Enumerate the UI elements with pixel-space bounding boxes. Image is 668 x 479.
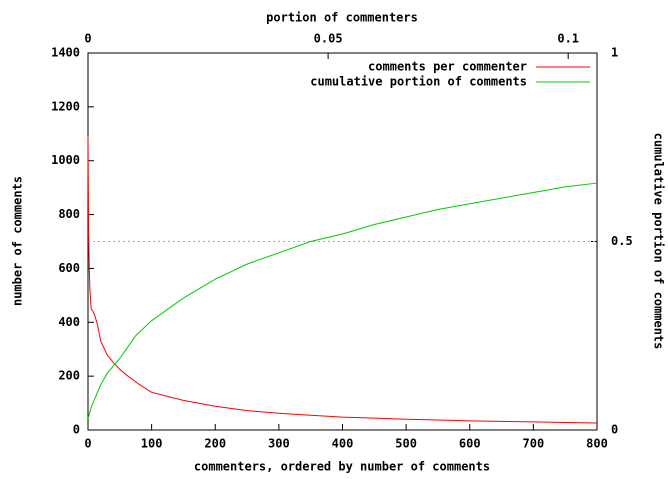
x-tick-label: 500 [395,437,417,451]
x2-tick-label: 0.05 [314,32,343,46]
y-label: number of comments [11,176,25,306]
x-tick-label: 800 [586,437,608,451]
y-tick-label: 400 [58,315,80,329]
x2-label: portion of commenters [266,11,418,25]
y-tick-label: 800 [58,207,80,221]
y-tick-label: 200 [58,369,80,383]
x-tick-label: 700 [523,437,545,451]
y2-tick-label: 0.5 [611,234,633,248]
x2-tick-label: 0 [84,32,91,46]
x-tick-label: 100 [141,437,163,451]
y-tick-label: 600 [58,261,80,275]
x-tick-label: 200 [204,437,226,451]
x2-tick-label: 0.1 [557,32,579,46]
y2-label: cumulative portion of comments [652,133,666,350]
x-tick-label: 600 [459,437,481,451]
legend-label: cumulative portion of comments [310,75,527,89]
y2-tick-label: 0 [611,423,618,437]
x-tick-label: 0 [84,437,91,451]
y2-tick-label: 1 [611,46,618,60]
y-tick-label: 0 [73,423,80,437]
series-line [87,136,598,424]
legend-label: comments per commenter [368,60,527,74]
x-tick-label: 300 [268,437,290,451]
y-tick-label: 1000 [51,153,80,167]
series-line [87,182,598,419]
x-label: commenters, ordered by number of comment… [194,460,490,474]
y-tick-label: 1400 [51,46,80,60]
y-tick-label: 1200 [51,99,80,113]
x-tick-label: 400 [332,437,354,451]
